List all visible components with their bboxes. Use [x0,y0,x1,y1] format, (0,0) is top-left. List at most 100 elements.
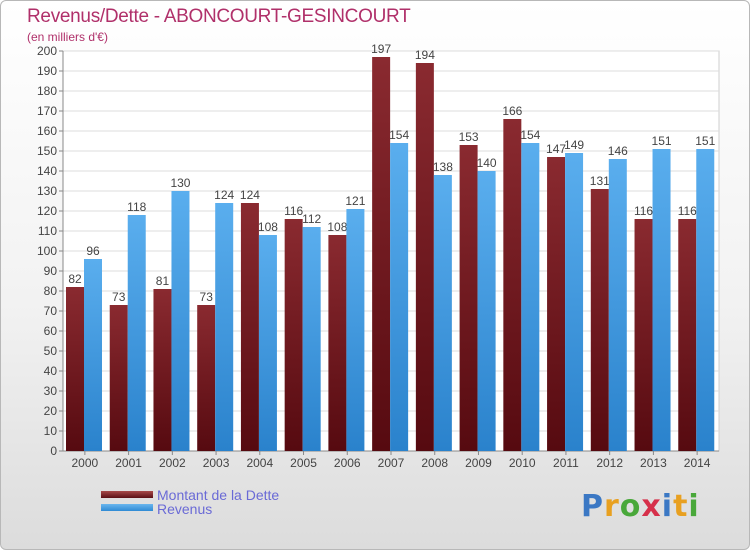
y-tick-label: 90 [44,264,58,278]
data-label-dette: 73 [112,290,126,304]
data-label-dette: 73 [200,290,214,304]
y-tick-label: 40 [44,364,58,378]
y-tick-label: 100 [37,244,57,258]
y-tick-label: 50 [44,344,58,358]
data-label-revenus: 112 [302,212,321,226]
bar-dette [66,287,84,451]
data-label-revenus: 118 [127,200,146,214]
bar-revenus [477,171,496,451]
y-tick-label: 120 [37,204,57,218]
x-tick-label: 2010 [509,456,536,470]
data-label-dette: 116 [284,204,303,218]
data-label-revenus: 121 [345,194,365,208]
data-label-dette: 82 [68,272,82,286]
bar-revenus [215,203,234,451]
proxiti-logo: Proxiti [581,489,700,524]
x-tick-label: 2006 [334,456,361,470]
x-tick-label: 2012 [596,456,623,470]
data-label-dette: 124 [240,188,260,202]
bar-revenus [390,143,409,451]
data-label-revenus: 108 [258,220,278,234]
data-label-revenus: 96 [86,244,100,258]
bar-dette [459,145,478,451]
data-label-dette: 153 [459,130,479,144]
x-tick-label: 2014 [684,456,711,470]
y-tick-label: 150 [37,144,57,158]
bar-revenus [302,227,321,451]
y-tick-label: 20 [44,404,58,418]
x-tick-label: 2007 [378,456,405,470]
x-tick-label: 2011 [553,456,579,470]
legend-label-revenus: Revenus [157,501,213,517]
y-tick-label: 180 [37,84,57,98]
bar-dette [547,157,566,451]
y-tick-label: 70 [44,304,58,318]
y-tick-label: 130 [37,184,57,198]
bar-revenus [521,143,540,451]
bar-dette [109,305,128,451]
bar-revenus [171,191,190,451]
y-tick-label: 60 [44,324,58,338]
data-label-revenus: 151 [652,134,672,148]
bar-dette [240,203,259,451]
legend-label-dette: Montant de la Dette [157,487,280,503]
y-tick-label: 0 [50,444,57,458]
bar-revenus [127,215,146,451]
bar-dette [590,189,609,451]
data-label-revenus: 146 [608,144,628,158]
bar-revenus [84,259,102,451]
data-label-dette: 131 [590,174,610,188]
y-tick-label: 200 [37,44,57,58]
data-label-dette: 116 [678,204,697,218]
data-label-revenus: 130 [170,176,190,190]
data-label-revenus: 149 [564,138,584,152]
bar-revenus [565,153,584,451]
x-tick-label: 2000 [72,456,99,470]
bar-revenus [346,209,365,451]
bar-dette [328,235,347,451]
x-tick-label: 2009 [465,456,492,470]
chart-subtitle: (en milliers d'€) [27,30,108,44]
y-tick-label: 30 [44,384,58,398]
data-label-dette: 166 [502,104,522,118]
bar-dette [634,219,653,451]
data-label-dette: 81 [156,274,170,288]
data-label-dette: 116 [634,204,653,218]
x-tick-label: 2008 [421,456,448,470]
data-label-revenus: 124 [214,188,234,202]
x-tick-label: 2013 [640,456,667,470]
bar-dette [284,219,303,451]
y-tick-label: 10 [44,424,58,438]
bar-revenus [652,149,671,451]
y-tick-label: 170 [37,104,57,118]
bar-dette [678,219,697,451]
legend-swatch-revenus [101,504,153,511]
data-label-revenus: 151 [695,134,715,148]
chart-title: Revenus/Dette - ABONCOURT-GESINCOURT [27,6,411,27]
data-label-revenus: 154 [520,128,540,142]
bar-revenus [433,175,452,451]
data-label-dette: 108 [327,220,347,234]
bar-revenus [608,159,627,451]
data-label-dette: 194 [415,48,435,62]
y-tick-label: 160 [37,124,57,138]
y-tick-label: 190 [37,64,57,78]
x-tick-label: 2004 [246,456,273,470]
data-label-revenus: 138 [433,160,453,174]
legend-swatch-dette [101,491,153,498]
y-tick-label: 80 [44,284,58,298]
bar-dette [153,289,172,451]
x-tick-label: 2005 [290,456,317,470]
bar-revenus [258,235,277,451]
x-tick-label: 2003 [203,456,230,470]
y-tick-label: 110 [38,224,57,238]
x-tick-label: 2002 [159,456,186,470]
bar-dette [197,305,216,451]
data-label-dette: 197 [371,42,391,56]
data-label-revenus: 154 [389,128,409,142]
data-label-revenus: 140 [477,156,497,170]
bar-revenus [696,149,715,451]
bar-dette [372,57,391,451]
